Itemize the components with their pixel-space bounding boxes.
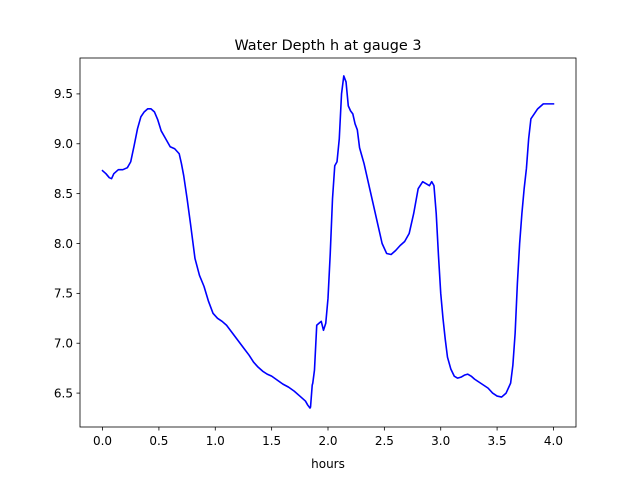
- y-tick-label: 8.0: [54, 237, 73, 251]
- chart-title: Water Depth h at gauge 3: [234, 38, 421, 54]
- plot-area: [101, 75, 555, 409]
- y-tick-label: 9.5: [54, 87, 73, 101]
- x-tick-label: 1.5: [262, 434, 281, 448]
- x-tick-label: 3.5: [488, 434, 507, 448]
- x-tick-label: 0.0: [93, 434, 112, 448]
- y-tick-label: 8.5: [54, 187, 73, 201]
- y-tick-label: 7.5: [54, 287, 73, 301]
- y-tick-label: 7.0: [54, 337, 73, 351]
- x-tick-label: 0.5: [149, 434, 168, 448]
- x-tick-label: 2.0: [318, 434, 337, 448]
- x-tick-label: 1.0: [206, 434, 225, 448]
- y-tick-label: 6.5: [54, 386, 73, 400]
- y-axis-ticks: 6.5 7.0 7.5 8.0 8.5 9.0 9.5: [54, 87, 80, 400]
- series-line-gauge-3: [101, 75, 555, 409]
- x-axis-label: hours: [311, 457, 345, 471]
- x-tick-label: 4.0: [544, 434, 563, 448]
- x-tick-label: 3.0: [431, 434, 450, 448]
- y-tick-label: 9.0: [54, 137, 73, 151]
- x-tick-label: 2.5: [375, 434, 394, 448]
- x-axis-ticks: 0.0 0.5 1.0 1.5 2.0 2.5 3.0 3.5 4.0: [93, 427, 563, 448]
